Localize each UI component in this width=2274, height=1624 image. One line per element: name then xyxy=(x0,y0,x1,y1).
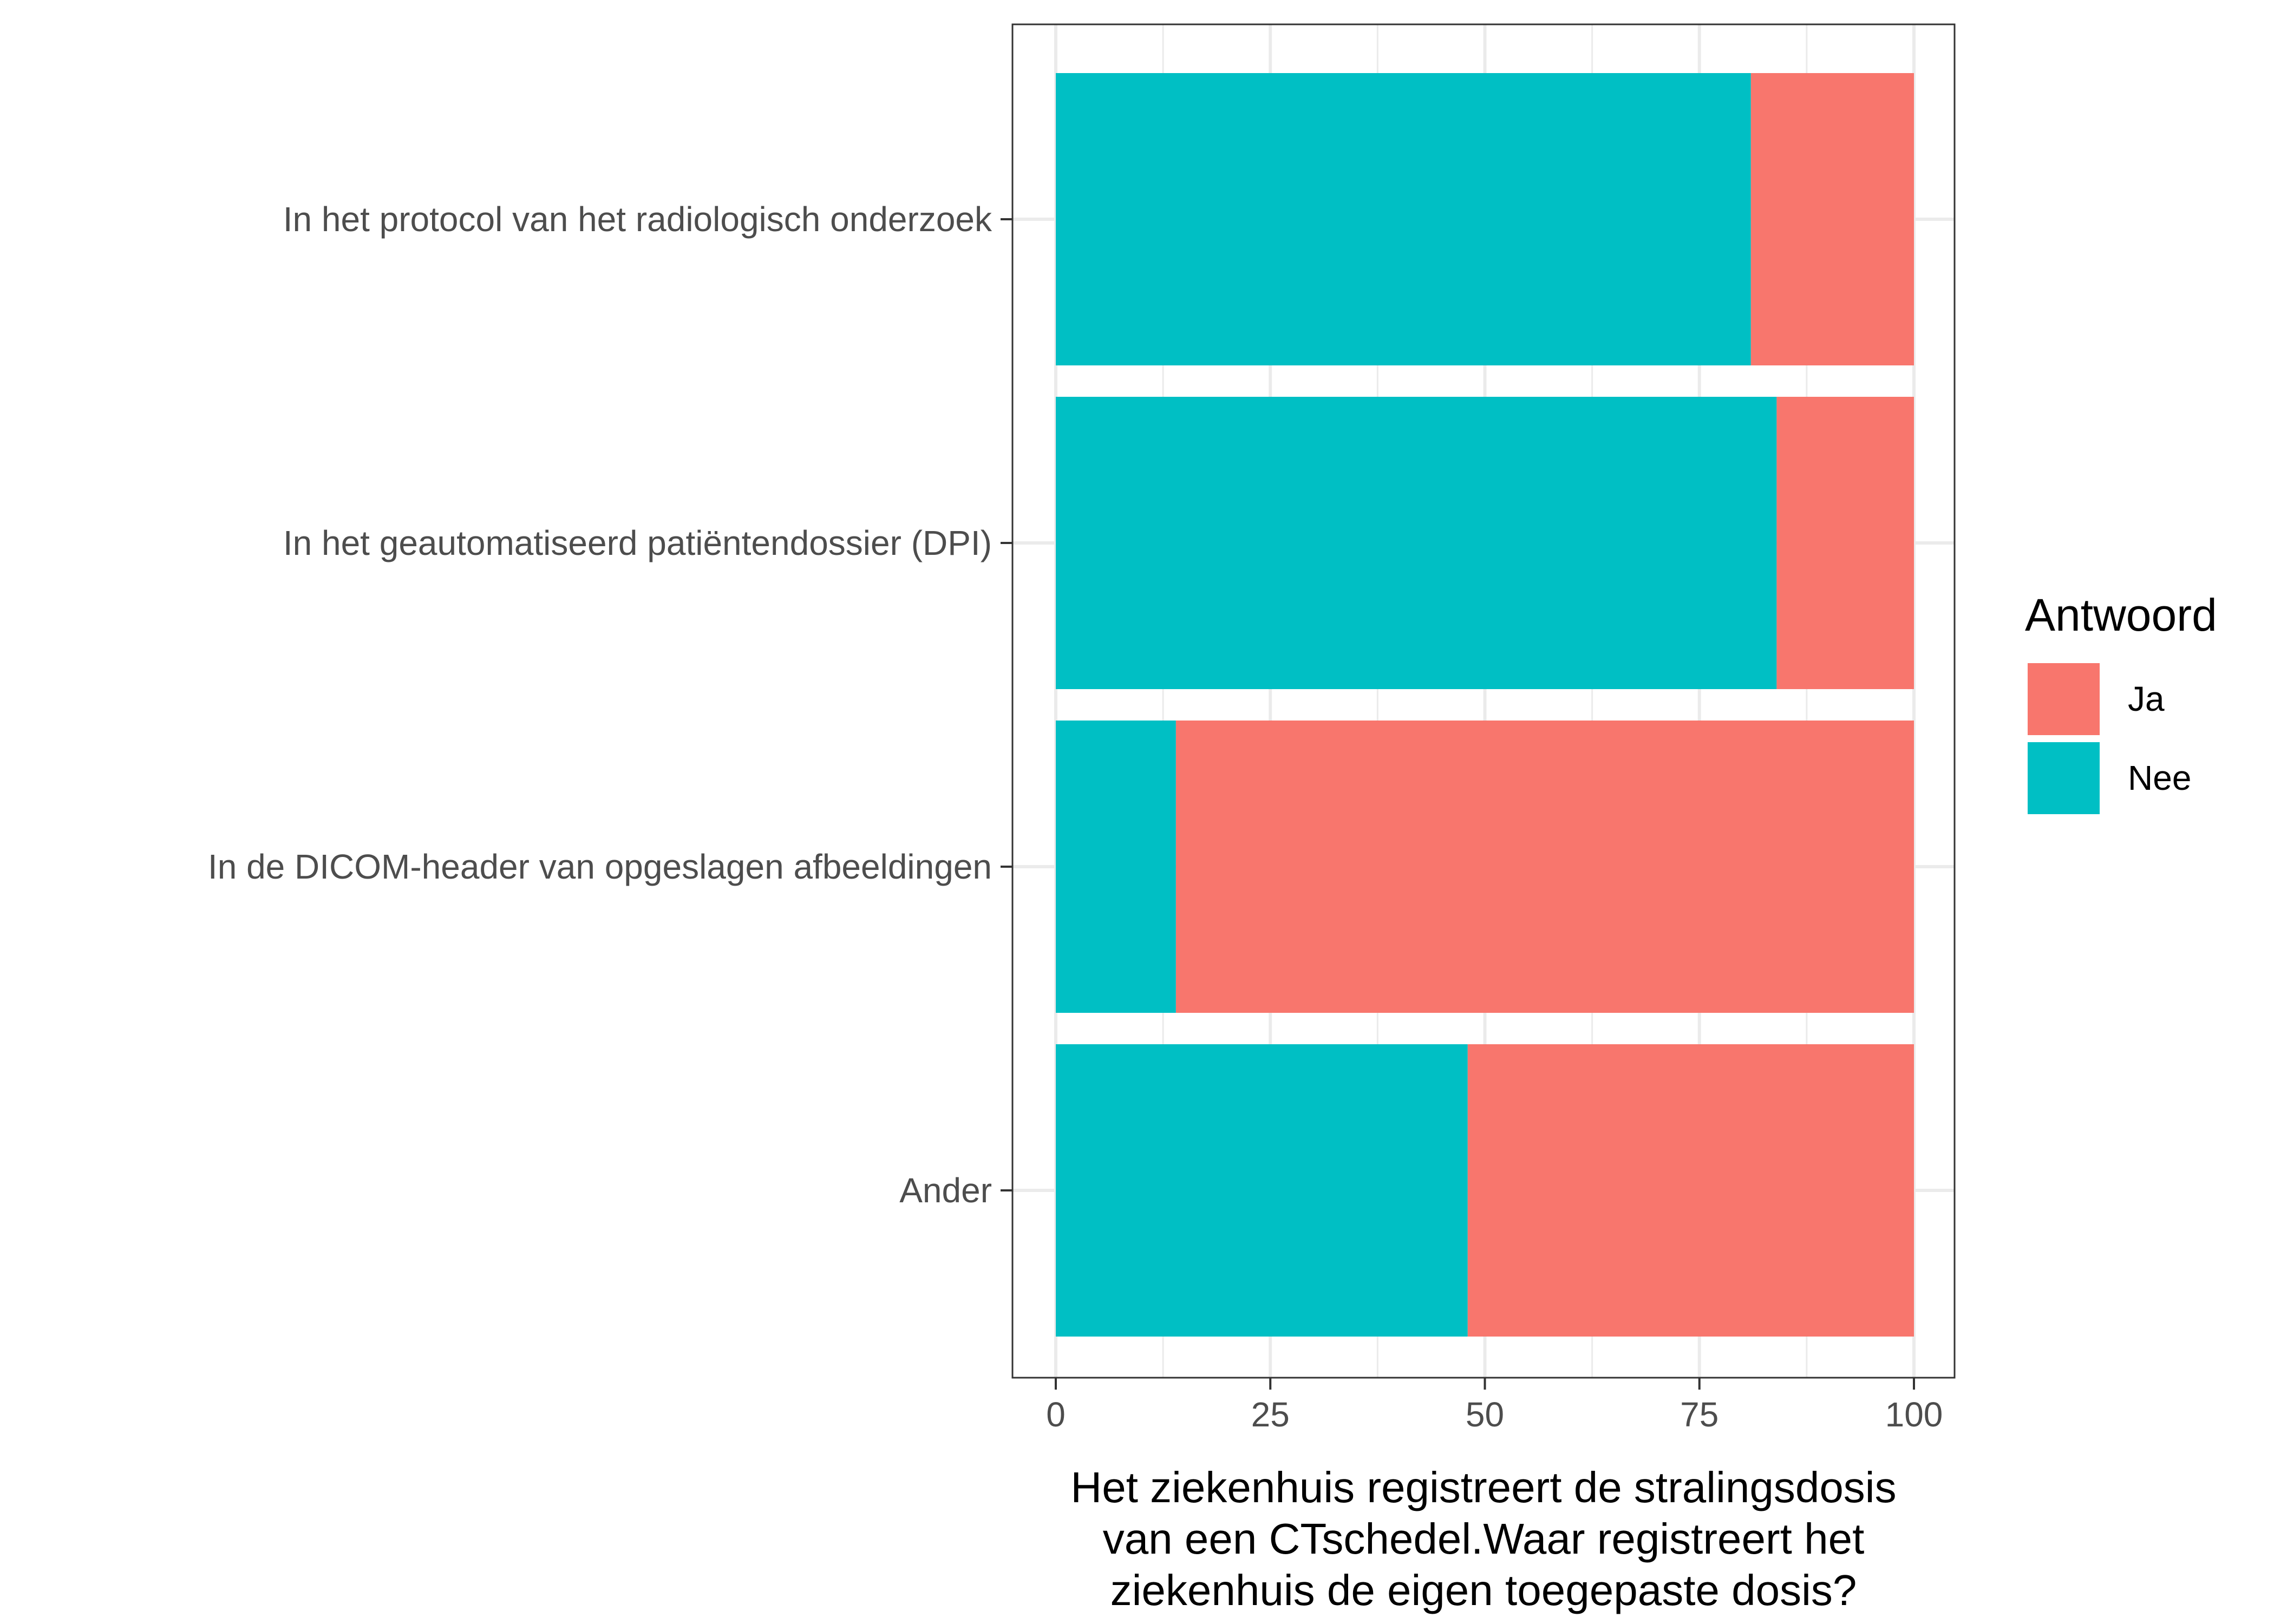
y-tick-label: In de DICOM-header van opgeslagen afbeel… xyxy=(208,847,992,886)
x-axis-title-line: ziekenhuis de eigen toegepaste dosis? xyxy=(1110,1566,1857,1614)
x-axis-title-line: van een CTschedel.Waar registreert het xyxy=(1103,1515,1865,1563)
y-tick-label: In het protocol van het radiologisch ond… xyxy=(283,200,992,239)
y-tick-label: In het geautomatiseerd patiëntendossier … xyxy=(283,523,992,562)
x-tick-label: 50 xyxy=(1466,1395,1504,1434)
x-tick-label: 0 xyxy=(1046,1395,1066,1434)
legend-key-nee xyxy=(2028,742,2100,814)
legend-label: Ja xyxy=(2128,679,2165,718)
bar-nee-0 xyxy=(1056,73,1751,365)
legend: Antwoord Ja Nee xyxy=(2025,590,2217,814)
legend-label: Nee xyxy=(2128,758,2191,797)
y-axis: In het protocol van het radiologisch ond… xyxy=(208,200,1012,1210)
bars xyxy=(1056,73,1914,1337)
bar-nee-1 xyxy=(1056,397,1777,689)
x-tick-label: 100 xyxy=(1885,1395,1943,1434)
panel-border xyxy=(1011,23,1956,1379)
x-tick-label: 25 xyxy=(1251,1395,1290,1434)
bar-ja-0 xyxy=(1750,73,1914,365)
bar-ja-3 xyxy=(1467,1044,1914,1337)
bar-ja-2 xyxy=(1175,721,1914,1013)
legend-title: Antwoord xyxy=(2025,590,2217,640)
x-axis: 0 25 50 75 100 xyxy=(1046,1378,1943,1434)
x-axis-title: Het ziekenhuis registreert de stralingsd… xyxy=(1070,1463,1896,1614)
bar-nee-3 xyxy=(1056,1044,1468,1337)
y-tick-label: Ander xyxy=(899,1171,992,1210)
x-axis-title-line: Het ziekenhuis registreert de stralingsd… xyxy=(1070,1463,1896,1511)
bar-nee-2 xyxy=(1056,721,1176,1013)
legend-key-ja xyxy=(2028,663,2100,735)
x-tick-label: 75 xyxy=(1680,1395,1718,1434)
bar-ja-1 xyxy=(1776,397,1914,689)
